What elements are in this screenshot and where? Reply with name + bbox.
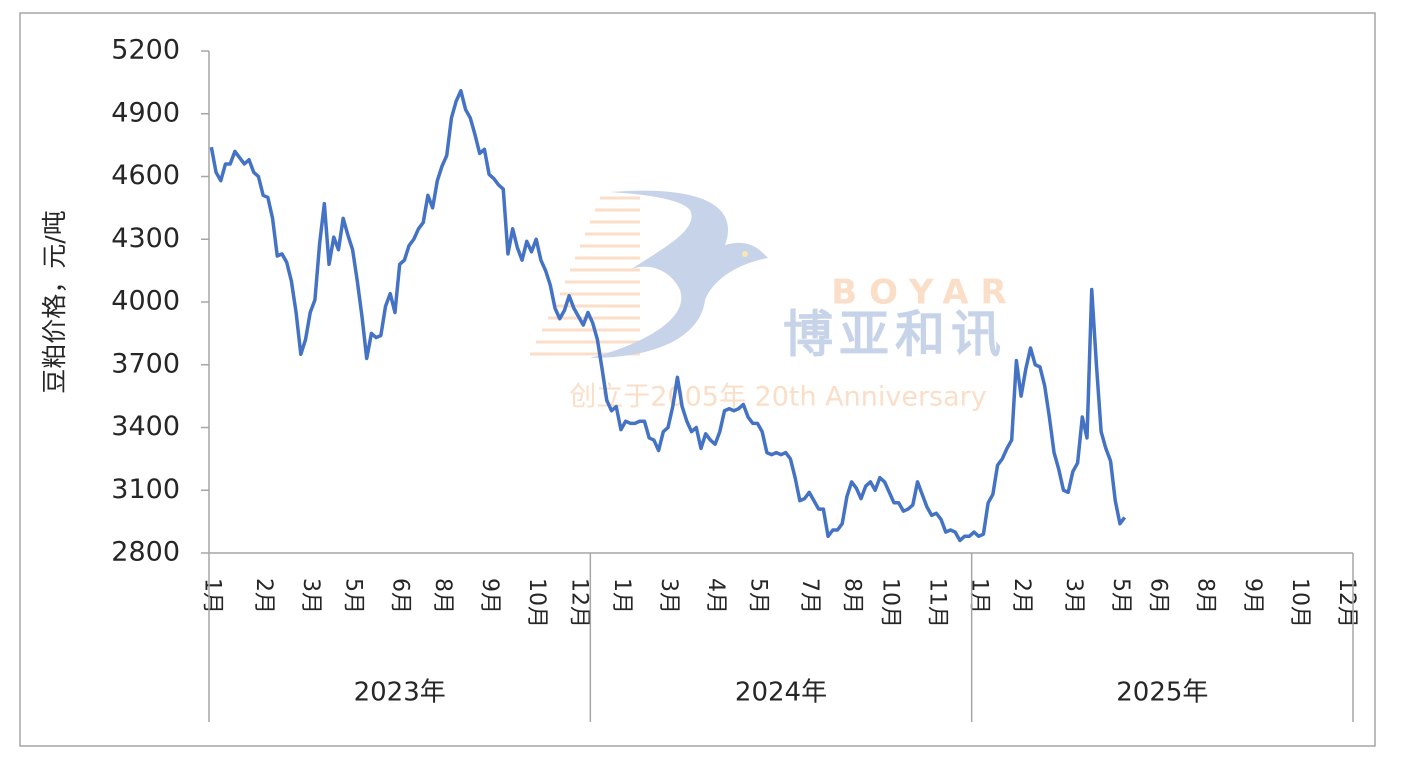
- y-tick-label: 5200: [111, 35, 180, 66]
- x-tick-label: 8月: [840, 578, 865, 614]
- x-group-label: 2025年: [1116, 678, 1208, 708]
- x-tick-label: 5月: [341, 578, 366, 614]
- x-tick-label: 6月: [1146, 578, 1171, 614]
- watermark: BOYAR 博亚和讯 创立于2005年 20th Anniversary: [530, 190, 1018, 413]
- x-tick-label: 3月: [656, 578, 681, 614]
- x-tick-label: 12月: [1334, 578, 1359, 628]
- x-tick-label: 9月: [477, 578, 502, 614]
- x-tick-label: 1月: [609, 578, 634, 614]
- y-tick-label: 3400: [111, 411, 180, 442]
- x-tick-label: 7月: [797, 578, 822, 614]
- watermark-eye: [742, 251, 748, 257]
- y-tick-label: 4900: [111, 97, 180, 128]
- y-tick-label: 4600: [111, 160, 180, 191]
- x-tick-label: 10月: [524, 578, 549, 628]
- x-tick-label: 3月: [1061, 578, 1086, 614]
- x-tick-label: 3月: [298, 578, 323, 614]
- y-tick-label: 3700: [111, 348, 180, 379]
- x-group-label: 2023年: [354, 678, 446, 708]
- x-tick-label: 2月: [251, 578, 276, 614]
- x-tick-label: 6月: [388, 578, 413, 614]
- x-tick-label: 5月: [745, 578, 770, 614]
- y-tick-label: 4000: [111, 286, 180, 317]
- line-series: [209, 88, 1127, 543]
- y-tick-label: 3100: [111, 474, 180, 505]
- x-tick-label: 11月: [924, 578, 949, 628]
- watermark-brand: BOYAR: [831, 273, 1018, 313]
- x-tick-label: 4月: [703, 578, 728, 614]
- x-tick-label: 10月: [877, 578, 902, 628]
- x-tick-label: 8月: [430, 578, 455, 614]
- x-tick-label: 1月: [199, 578, 224, 614]
- chart-frame: [19, 12, 1376, 747]
- watermark-name: 博亚和讯: [783, 306, 1007, 364]
- x-tick-label: 1月: [967, 578, 992, 614]
- x-group-label: 2024年: [735, 678, 827, 708]
- x-tick-label: 12月: [567, 578, 592, 628]
- x-tick-label: 10月: [1287, 578, 1312, 628]
- x-tick-label: 8月: [1193, 578, 1218, 614]
- y-tick-label: 2800: [111, 537, 180, 568]
- x-tick-label: 5月: [1108, 578, 1133, 614]
- y-tick-label: 4300: [111, 223, 180, 254]
- x-tick-label: 2月: [1009, 578, 1034, 614]
- watermark-bird: [590, 190, 768, 358]
- y-axis-title: 豆粕价格，元/吨: [40, 210, 69, 393]
- watermark-slogan: 创立于2005年 20th Anniversary: [569, 382, 987, 413]
- x-tick-label: 9月: [1240, 578, 1265, 614]
